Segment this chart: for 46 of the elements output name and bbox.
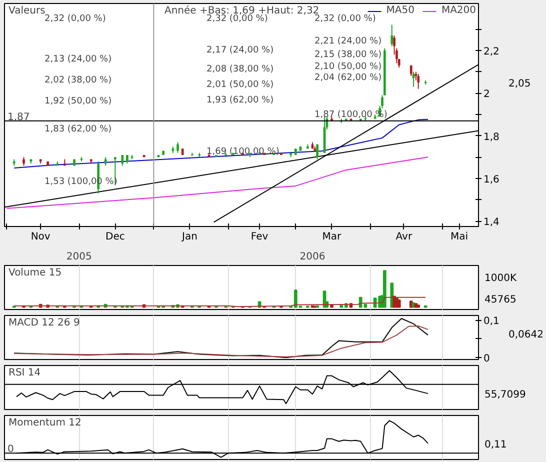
chart-title: MACD 12 26 9: [8, 318, 80, 328]
annotation: 2,13 (24,00 %): [44, 54, 112, 64]
y-tick-label: 2: [484, 89, 490, 100]
text: 55,7099: [484, 390, 526, 401]
x-tick-label: Avr: [396, 232, 413, 242]
annotation: 2,10 (50,00 %): [314, 62, 382, 72]
x-tick-label: Jan: [181, 232, 198, 242]
annotation: 1,93 (62,00 %): [206, 96, 274, 106]
x2-tick-label: 2005: [66, 252, 92, 262]
annotation: 2,08 (38,00 %): [206, 64, 274, 74]
annotation: 2,32 (0,00 %): [206, 14, 268, 24]
x-tick-label: Mai: [450, 232, 468, 242]
legend-label: MA200: [441, 5, 476, 16]
text: 2,05: [508, 78, 531, 90]
y-tick-label: 0: [484, 354, 490, 365]
ref-line-label: 0: [8, 444, 14, 456]
y-tick-label: 2,2: [484, 46, 500, 58]
text: 1000K: [484, 273, 517, 284]
chart-title: Valeurs: [8, 6, 46, 16]
x2-tick-label: 2006: [300, 252, 326, 262]
y-tick-label: 1,6: [484, 174, 500, 186]
annotation: 2,21 (24,00 %): [314, 36, 382, 46]
annotation: 1,83 (62,00 %): [44, 124, 112, 134]
y-tick-label: 0,1: [484, 316, 500, 328]
text: 45765: [484, 294, 516, 306]
ref-line-label: 1,87: [8, 112, 30, 123]
y-tick-label: 1,4: [484, 217, 500, 228]
annotation: 2,02 (38,00 %): [44, 75, 112, 86]
chart-title: RSI 14: [8, 368, 41, 378]
x-tick-label: Mar: [322, 232, 342, 242]
annotation: 2,17 (24,00 %): [206, 45, 274, 56]
annotation: 2,01 (50,00 %): [206, 80, 274, 90]
chart-title: Momentum 12: [8, 418, 82, 428]
text: 0,0642: [508, 330, 544, 341]
annotation: 2,32 (0,00 %): [44, 14, 106, 24]
annotation: 2,04 (62,00 %): [314, 73, 382, 84]
y-tick-label: 1,8: [484, 132, 500, 143]
annotation: 1,92 (50,00 %): [44, 96, 112, 107]
annotation: 2,15 (38,00 %): [314, 50, 382, 60]
annotation: 2,32 (0,00 %): [314, 14, 376, 24]
x-tick-label: Nov: [30, 232, 50, 242]
legend-label: MA50: [386, 5, 414, 16]
chart-title: Volume 15: [8, 268, 62, 278]
text: 0,11: [484, 440, 507, 451]
x-tick-label: Dec: [106, 232, 125, 242]
x-tick-label: Fev: [250, 232, 268, 242]
